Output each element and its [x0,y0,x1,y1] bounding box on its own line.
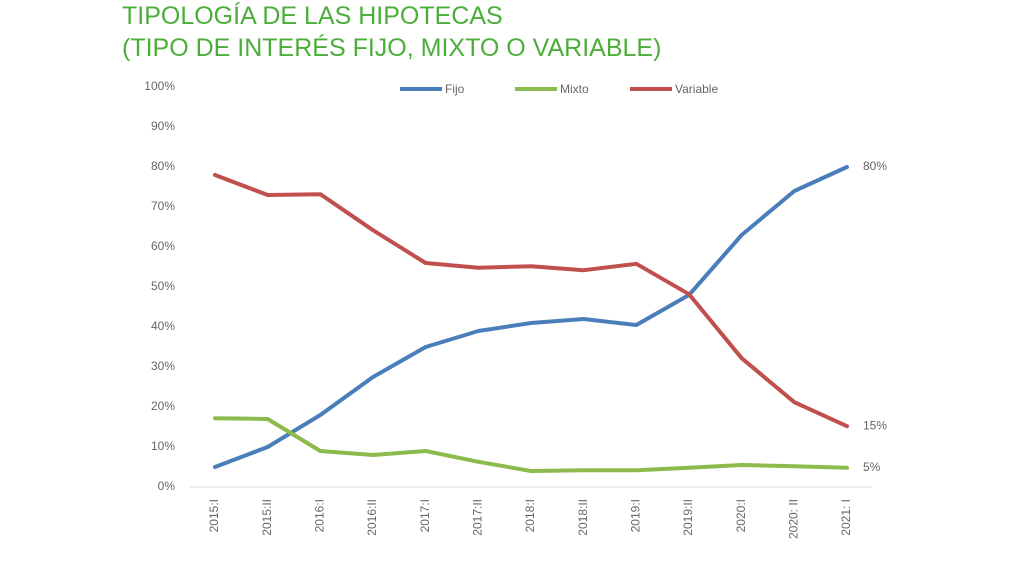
y-tick-label: 50% [151,279,175,293]
y-tick-label: 90% [151,119,175,133]
y-tick-label: 70% [151,199,175,213]
x-tick-label: 2015:I [207,499,221,532]
x-tick-label: 2017:II [471,499,485,536]
y-tick-label: 40% [151,319,175,333]
series-line [213,165,849,469]
y-tick-label: 0% [158,479,176,493]
y-tick-label: 20% [151,399,175,413]
y-tick-label: 10% [151,439,175,453]
legend-label: Variable [675,82,718,96]
x-tick-label: 2015:II [260,499,274,536]
chart-subtitle: (TIPO DE INTERÉS FIJO, MIXTO O VARIABLE) [122,33,661,62]
value-label: 15% [863,418,887,432]
x-tick-label: 2021: I [839,499,853,536]
x-tick-label: 2020:I [734,499,748,532]
y-tick-label: 100% [144,79,175,93]
y-tick-label: 30% [151,359,175,373]
x-tick-label: 2019:II [681,499,695,536]
legend-label: Mixto [560,82,589,96]
value-label: 80% [863,159,887,173]
x-tick-label: 2018:I [523,499,537,532]
y-tick-label: 80% [151,159,175,173]
value-label: 5% [863,460,881,474]
x-tick-label: 2020: II [787,499,801,539]
x-tick-label: 2019:I [629,499,643,532]
x-tick-label: 2018:II [576,499,590,536]
series-line [213,416,849,473]
x-tick-label: 2016:II [365,499,379,536]
legend-label: Fijo [445,82,465,96]
chart-title: TIPOLOGÍA DE LAS HIPOTECAS [122,1,503,30]
x-tick-label: 2017:I [418,499,432,532]
y-tick-label: 60% [151,239,175,253]
x-tick-label: 2016:I [313,499,327,532]
series-line [213,173,849,429]
